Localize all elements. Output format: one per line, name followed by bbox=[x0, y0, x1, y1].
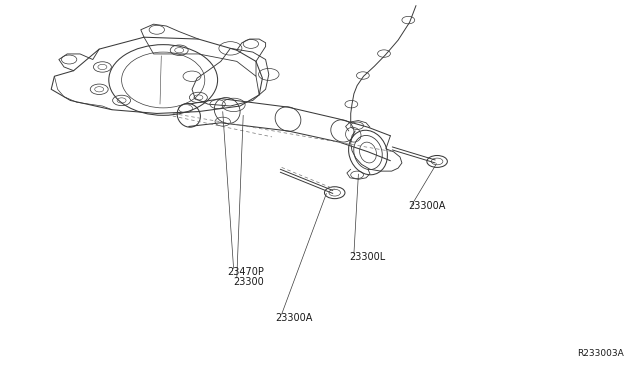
Text: 23300A: 23300A bbox=[275, 313, 312, 323]
Text: 23300L: 23300L bbox=[349, 253, 385, 262]
Text: R233003A: R233003A bbox=[577, 349, 624, 358]
Text: 23300A: 23300A bbox=[408, 202, 445, 211]
Text: 23300: 23300 bbox=[234, 277, 264, 286]
Text: 23470P: 23470P bbox=[227, 267, 264, 277]
